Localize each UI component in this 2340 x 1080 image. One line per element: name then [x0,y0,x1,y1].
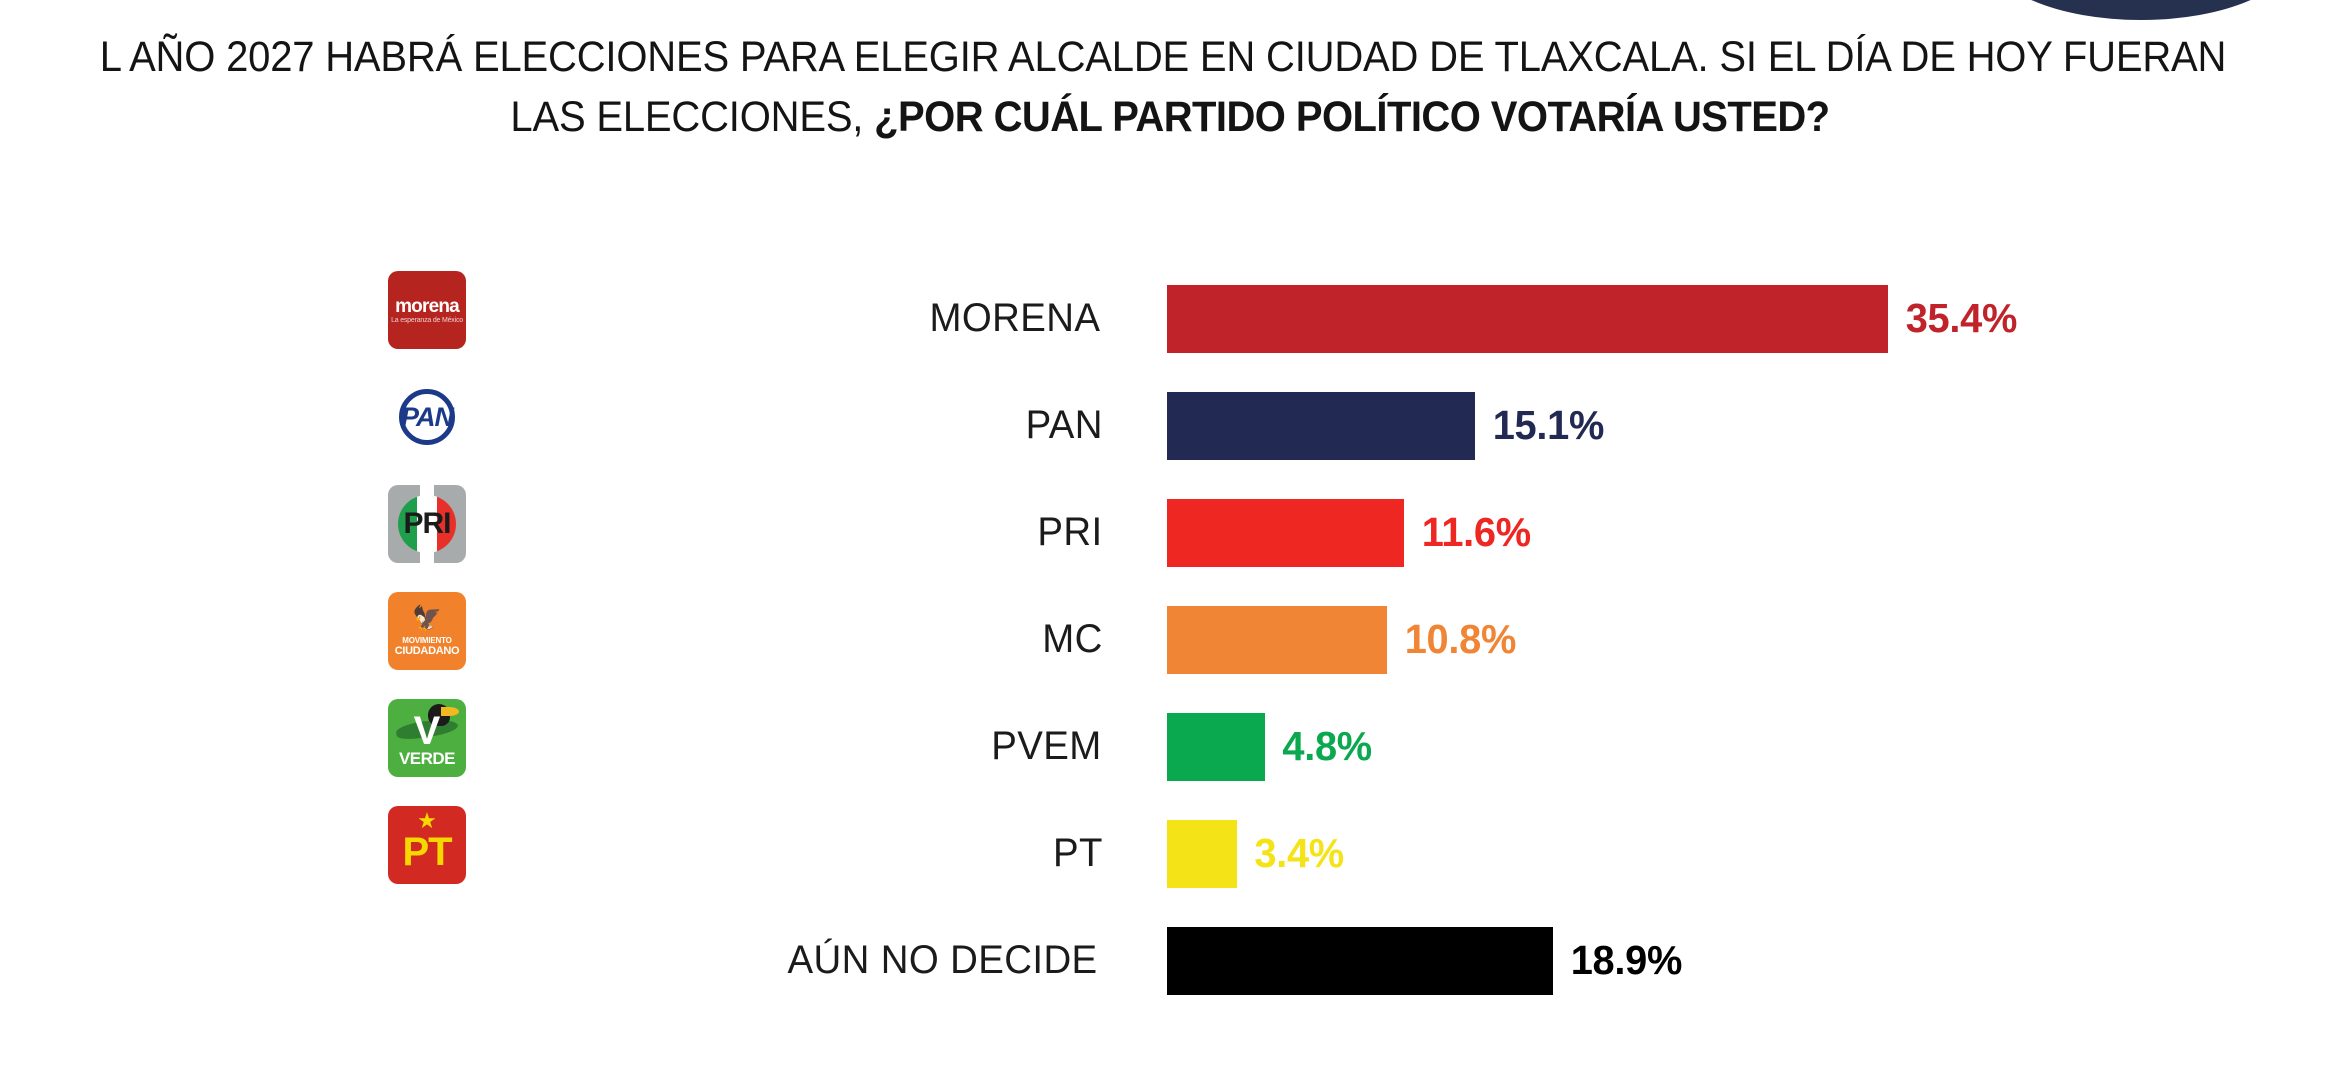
bar-label: MC [1042,617,1103,661]
bar-cell: 15.1% [1167,372,1606,479]
bar-pri [1167,498,1404,567]
bar-value-mc: 10.8% [1404,616,1517,662]
bar-label-cell: PVEM [640,693,1140,800]
pan-logo-ring [399,389,455,445]
party-logo-cell-pan: PAN [388,378,470,458]
pan-logo: PAN [388,378,466,456]
title-line-2-bold: ¿POR CUÁL PARTIDO POLÍTICO VOTARÍA USTED… [874,93,1830,141]
bar-cell: 11.6% [1167,479,1533,586]
pri-logo-wordmark: PRI [403,507,451,540]
chart-row-mc: 🦅 MOVIMIENTO CIUDADANO MC 10.8% [0,586,2340,693]
bar-label-cell: AÚN NO DECIDE [640,907,1140,1014]
chart-row-pri: PRI PRI 11.6% [0,479,2340,586]
pri-logo-red [436,495,456,553]
chart-row-morena: morena La esperanza de México MORENA 35.… [0,265,2340,372]
bar-cell: 3.4% [1167,800,1345,907]
eagle-icon: 🦅 [412,605,442,632]
pvem-logo-v: V [413,709,441,753]
bar-label: PT [1053,831,1103,875]
bar-pt [1167,819,1237,888]
bar-value-pvem: 4.8% [1282,723,1372,769]
bar-value-morena: 35.4% [1905,295,2018,341]
bar-value-aun-no-decide: 18.9% [1570,937,1683,983]
bar-pan [1167,391,1475,460]
bar-value-pan: 15.1% [1492,402,1605,448]
pvem-logo-wordmark: VERDE [398,749,456,768]
bar-label-cell: MC [640,586,1140,693]
morena-logo: morena La esperanza de México [388,271,466,349]
bar-morena [1167,284,1888,353]
bar-label: PRI [1037,510,1103,554]
star-icon: ★ [417,808,437,833]
bar-label: PVEM [991,724,1102,768]
pan-logo-wordmark: PAN [400,401,454,432]
pt-logo: ★ PT [388,806,466,884]
party-logo-cell-mc: 🦅 MOVIMIENTO CIUDADANO [388,592,470,672]
bar-chart: morena La esperanza de México MORENA 35.… [0,265,2340,1005]
party-logo-cell-pri: PRI [388,485,470,565]
bar-value-pt: 3.4% [1254,830,1344,876]
bar-label-cell: PAN [640,372,1140,479]
bar-pvem [1167,712,1265,781]
bar-cell: 18.9% [1167,907,1684,1014]
bar-mc [1167,605,1387,674]
mc-logo-line2: CIUDADANO [394,645,460,657]
bar-cell: 4.8% [1167,693,1373,800]
pri-logo-band [420,485,434,563]
pvem-logo: V VERDE [388,699,466,777]
party-logo-cell-morena: morena La esperanza de México [388,271,470,351]
chart-row-aun-no-decide: AÚN NO DECIDE 18.9% [0,907,2340,1014]
bar-aun-no-decide [1167,926,1553,995]
party-logo-cell-pt: ★ PT [388,806,470,886]
title-line-2: LAS ELECCIONES, ¿POR CUÁL PARTIDO POLÍTI… [82,88,2258,146]
pri-logo-green [398,495,418,553]
bar-cell: 10.8% [1167,586,1518,693]
chart-row-pvem: V VERDE PVEM 4.8% [0,693,2340,800]
page-title: L AÑO 2027 HABRÁ ELECCIONES PARA ELEGIR … [0,28,2340,146]
toucan-beak-icon [441,707,459,716]
bar-label-cell: PRI [640,479,1140,586]
pri-logo: PRI [388,485,466,563]
mc-logo: 🦅 MOVIMIENTO CIUDADANO [388,592,466,670]
morena-logo-wordmark: morena [395,296,460,317]
bar-label-cell: MORENA [640,265,1140,372]
bar-label-cell: PT [640,800,1140,907]
bar-label: AÚN NO DECIDE [787,938,1098,982]
title-line-2-plain: LAS ELECCIONES, [510,93,875,141]
corner-arc-decoration [1988,0,2294,20]
party-logo-cell-pvem: V VERDE [388,699,470,779]
bar-cell: 35.4% [1167,265,2019,372]
bar-label: MORENA [929,296,1101,340]
chart-row-pan: PAN PAN 15.1% [0,372,2340,479]
chart-row-pt: ★ PT PT 3.4% [0,800,2340,907]
pt-logo-wordmark: PT [402,830,452,874]
morena-logo-tagline: La esperanza de México [391,317,463,324]
bar-label: PAN [1025,403,1103,447]
title-line-1: L AÑO 2027 HABRÁ ELECCIONES PARA ELEGIR … [99,33,2227,81]
mc-logo-line1: MOVIMIENTO [402,636,452,645]
bar-value-pri: 11.6% [1421,509,1531,555]
